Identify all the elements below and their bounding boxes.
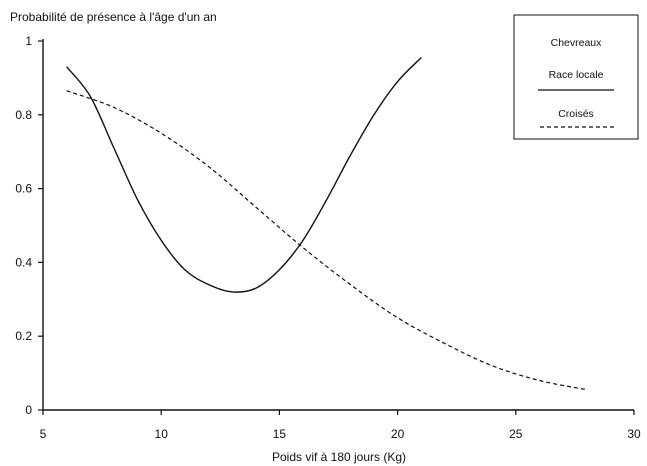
series-line-race-locale — [66, 57, 422, 293]
series-layer — [66, 57, 587, 391]
y-tick-label: 0.4 — [15, 255, 32, 269]
x-tick-label: 30 — [627, 427, 641, 441]
y-ticks: 0 0.2 0.4 0.6 0.8 1 — [15, 34, 43, 417]
y-tick-label: 0.8 — [15, 108, 32, 122]
legend-title: Chevreaux — [551, 37, 603, 49]
legend-box — [513, 14, 639, 140]
x-axis-title: Poids vif à 180 jours (Kg) — [272, 450, 406, 464]
y-tick-label: 0.6 — [15, 182, 32, 196]
x-ticks: 5 10 15 20 25 30 — [40, 410, 641, 441]
x-tick-label: 20 — [391, 427, 405, 441]
y-tick-label: 0 — [25, 403, 32, 417]
legend: Chevreaux Race locale Croisés — [513, 14, 639, 140]
x-tick-label: 5 — [40, 427, 47, 441]
y-axis-title: Probabilité de présence à l'âge d'un an — [10, 10, 217, 24]
legend-label-croises: Croisés — [558, 108, 594, 120]
series-line-croises — [66, 90, 587, 391]
axes — [42, 39, 634, 411]
legend-label-race-locale: Race locale — [549, 69, 604, 81]
y-tick-label: 1 — [25, 34, 32, 48]
x-tick-label: 15 — [273, 427, 287, 441]
y-tick-label: 0.2 — [15, 329, 32, 343]
x-tick-label: 25 — [509, 427, 523, 441]
x-tick-label: 10 — [155, 427, 169, 441]
